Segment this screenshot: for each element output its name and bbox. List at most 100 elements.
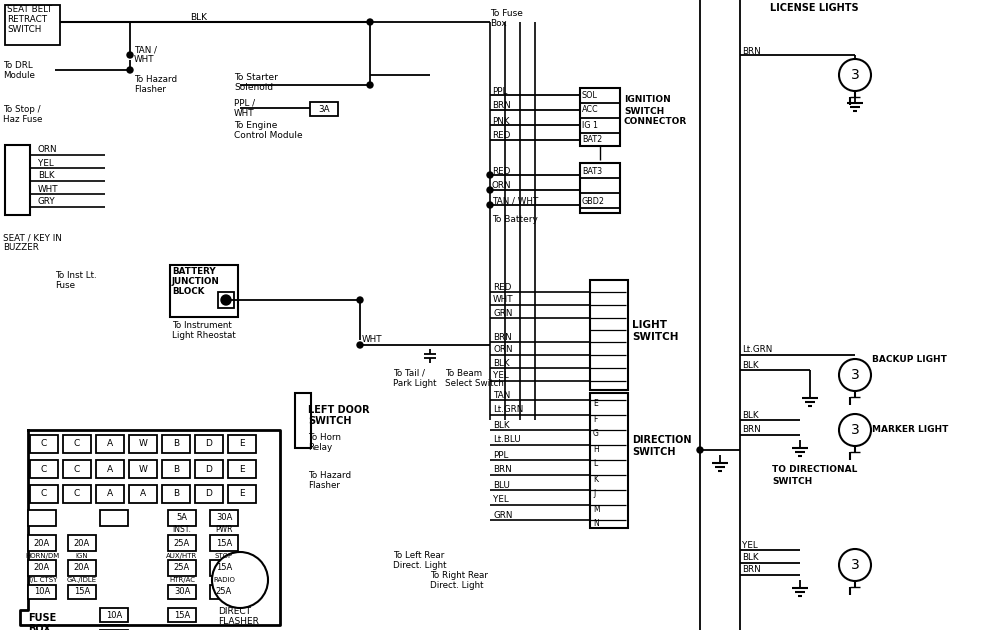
Circle shape	[697, 447, 703, 453]
Text: HORN/DM: HORN/DM	[25, 553, 59, 559]
Text: DIRECT: DIRECT	[218, 607, 251, 617]
Bar	[129, 435, 157, 453]
Text: SWITCH: SWITCH	[624, 106, 664, 115]
Text: C: C	[74, 464, 80, 474]
Text: To Battery: To Battery	[492, 215, 538, 224]
Bar	[210, 510, 238, 526]
Text: SWITCH: SWITCH	[632, 332, 678, 342]
Text: 30A: 30A	[216, 513, 232, 522]
Text: Flasher: Flasher	[308, 481, 340, 490]
Text: 10A: 10A	[34, 588, 50, 597]
Circle shape	[839, 59, 871, 91]
Text: SWITCH: SWITCH	[7, 25, 41, 33]
Text: To Inst Lt.: To Inst Lt.	[55, 270, 97, 280]
Text: RED: RED	[493, 282, 511, 292]
Text: J: J	[593, 490, 595, 498]
Circle shape	[357, 297, 363, 303]
Text: 25A: 25A	[174, 563, 190, 573]
Text: YEL: YEL	[742, 541, 758, 549]
Text: GRY: GRY	[38, 197, 56, 207]
Text: BLK: BLK	[190, 13, 207, 23]
Bar	[590, 280, 628, 390]
Text: JUNCTION: JUNCTION	[172, 277, 220, 287]
Text: 30A: 30A	[174, 588, 190, 597]
Text: BLK: BLK	[742, 554, 759, 563]
Text: SOL: SOL	[582, 91, 598, 100]
Bar	[195, 435, 223, 453]
Text: Control Module: Control Module	[234, 130, 303, 139]
Text: IGN: IGN	[76, 553, 88, 559]
Text: BRN: BRN	[493, 333, 512, 341]
Bar	[28, 585, 56, 599]
Text: YEL: YEL	[38, 159, 54, 168]
Text: E: E	[239, 490, 245, 498]
Text: WHT: WHT	[234, 108, 255, 118]
Text: ACC: ACC	[582, 105, 599, 115]
Bar	[100, 608, 128, 622]
Text: 3: 3	[851, 558, 859, 572]
Bar	[5, 145, 30, 215]
Text: D: D	[206, 440, 212, 449]
Text: GA./IDLE: GA./IDLE	[67, 577, 97, 583]
Text: ORN: ORN	[493, 345, 512, 355]
Bar	[30, 460, 58, 478]
Text: E: E	[239, 464, 245, 474]
Text: 25A: 25A	[216, 588, 232, 597]
Text: C: C	[41, 464, 47, 474]
Bar	[129, 460, 157, 478]
Text: Relay: Relay	[308, 444, 332, 452]
Text: W: W	[139, 464, 147, 474]
Text: RADIO: RADIO	[213, 577, 235, 583]
Bar	[168, 608, 196, 622]
Bar	[96, 485, 124, 503]
Text: BLK: BLK	[38, 171, 55, 181]
Text: To Fuse: To Fuse	[490, 9, 523, 18]
Text: Solenoid: Solenoid	[234, 84, 273, 93]
Text: W: W	[139, 440, 147, 449]
Text: LIGHT: LIGHT	[632, 320, 667, 330]
Bar	[28, 535, 56, 551]
Text: To Starter: To Starter	[234, 74, 278, 83]
Text: N: N	[593, 520, 599, 529]
Text: SWITCH: SWITCH	[772, 478, 812, 486]
Text: F: F	[593, 415, 597, 423]
Text: E: E	[593, 399, 598, 408]
Circle shape	[367, 19, 373, 25]
Bar	[129, 485, 157, 503]
Text: Direct. Light: Direct. Light	[430, 580, 484, 590]
Bar	[310, 102, 338, 116]
Text: 3: 3	[851, 68, 859, 82]
Text: Lt.BLU: Lt.BLU	[493, 435, 521, 445]
Bar	[96, 460, 124, 478]
Bar	[228, 460, 256, 478]
Bar	[100, 510, 128, 526]
Text: YEL: YEL	[493, 496, 509, 505]
Text: BOX: BOX	[28, 624, 51, 630]
Bar	[68, 560, 96, 576]
Text: D: D	[206, 464, 212, 474]
Text: LEFT DOOR: LEFT DOOR	[308, 405, 370, 415]
Text: Select Switch: Select Switch	[445, 379, 504, 387]
Text: BRN: BRN	[493, 466, 512, 474]
Text: SEAT BELT: SEAT BELT	[7, 4, 52, 13]
Bar	[28, 560, 56, 576]
Text: BAT2: BAT2	[582, 135, 602, 144]
Text: B: B	[173, 464, 179, 474]
Text: GBD2: GBD2	[582, 197, 605, 205]
Text: To Engine: To Engine	[234, 120, 277, 130]
Text: BLK: BLK	[742, 360, 759, 370]
Circle shape	[367, 82, 373, 88]
Bar	[228, 435, 256, 453]
Bar	[63, 435, 91, 453]
Bar	[96, 435, 124, 453]
Text: To Right Rear: To Right Rear	[430, 571, 488, 580]
Text: 3A: 3A	[318, 105, 330, 113]
Text: 5A: 5A	[176, 513, 188, 522]
Text: TAN / WHT: TAN / WHT	[492, 197, 538, 205]
Text: WHT: WHT	[38, 185, 59, 193]
Text: PPL /: PPL /	[234, 98, 255, 108]
Text: PWR: PWR	[215, 525, 233, 534]
Text: K: K	[593, 474, 598, 483]
Text: 15A: 15A	[216, 563, 232, 573]
Text: LICENSE LIGHTS: LICENSE LIGHTS	[770, 3, 859, 13]
